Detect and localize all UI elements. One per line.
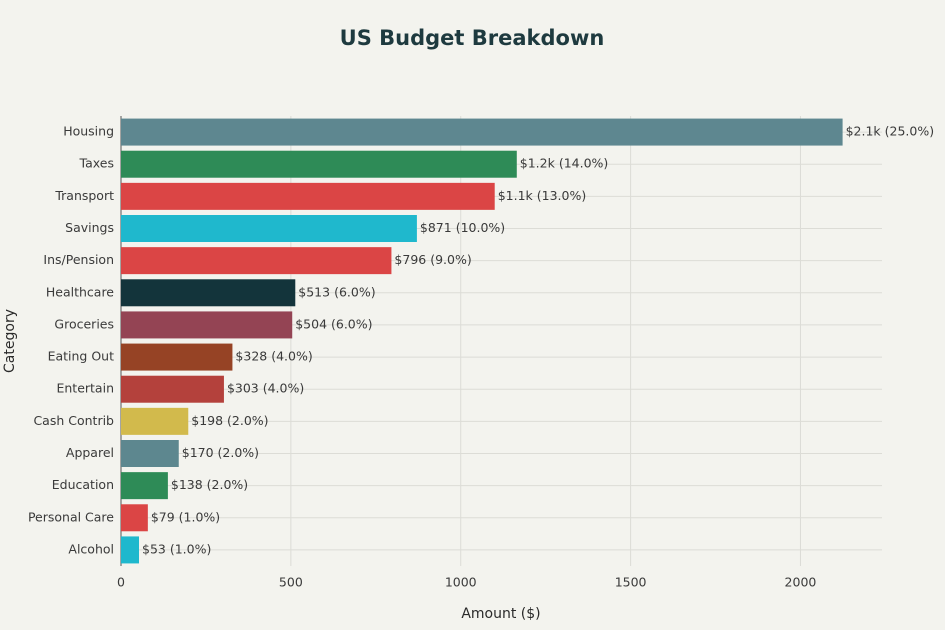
y-tick-label: Healthcare	[46, 284, 114, 299]
x-tick-label: 2000	[785, 575, 817, 590]
y-tick-label: Personal Care	[28, 509, 114, 524]
y-tick-label: Apparel	[66, 445, 114, 460]
bar	[121, 472, 168, 500]
bar	[121, 118, 843, 146]
x-tick-label: 0	[117, 575, 125, 590]
bar	[121, 536, 140, 564]
bar	[121, 182, 495, 210]
value-label: $303 (4.0%)	[227, 381, 304, 396]
value-label: $2.1k (25.0%)	[846, 124, 935, 139]
bar	[121, 247, 392, 275]
x-tick-label: 500	[279, 575, 303, 590]
y-tick-label: Savings	[65, 220, 114, 235]
value-label: $138 (2.0%)	[171, 477, 248, 492]
y-tick-label: Ins/Pension	[43, 252, 114, 267]
chart-title: US Budget Breakdown	[340, 26, 605, 50]
y-tick-label: Education	[52, 477, 114, 492]
value-label: $79 (1.0%)	[151, 509, 220, 524]
bar	[121, 504, 148, 532]
y-tick-label: Transport	[54, 188, 114, 203]
y-tick-label: Cash Contrib	[33, 413, 114, 428]
x-tick-label: 1000	[445, 575, 477, 590]
y-tick-label: Taxes	[79, 156, 114, 171]
y-tick-label: Alcohol	[68, 541, 114, 556]
bar	[121, 343, 233, 371]
y-tick-label: Eating Out	[48, 349, 115, 364]
value-label: $796 (9.0%)	[394, 252, 471, 267]
value-label: $871 (10.0%)	[420, 220, 505, 235]
bar	[121, 407, 189, 435]
value-label: $1.2k (14.0%)	[520, 156, 609, 171]
bar	[121, 215, 417, 242]
x-tick-label: 1500	[615, 575, 647, 590]
value-label: $513 (6.0%)	[298, 284, 375, 299]
value-label: $328 (4.0%)	[235, 349, 312, 364]
bar	[121, 150, 517, 178]
bar	[121, 375, 224, 403]
value-label: $504 (6.0%)	[295, 316, 372, 331]
value-label: $198 (2.0%)	[191, 413, 268, 428]
value-label: $170 (2.0%)	[182, 445, 259, 460]
x-axis-title: Amount ($)	[461, 606, 540, 622]
bar	[121, 440, 179, 467]
bar	[121, 279, 296, 307]
y-axis-title: Category	[2, 309, 18, 373]
bar	[121, 311, 293, 339]
value-label: $1.1k (13.0%)	[498, 188, 587, 203]
value-label: $53 (1.0%)	[142, 541, 211, 556]
y-tick-label: Entertain	[56, 381, 114, 396]
y-tick-label: Housing	[63, 124, 114, 139]
y-tick-label: Groceries	[54, 316, 114, 331]
